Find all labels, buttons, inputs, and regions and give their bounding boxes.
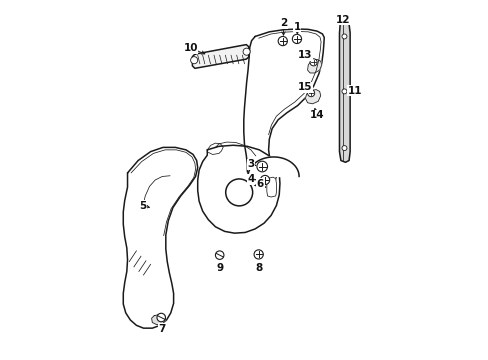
Text: 14: 14	[309, 111, 324, 121]
Circle shape	[157, 313, 165, 322]
Text: 5: 5	[139, 201, 146, 211]
Circle shape	[215, 251, 224, 260]
Text: 10: 10	[183, 43, 198, 53]
Text: 1: 1	[293, 22, 300, 32]
Polygon shape	[339, 22, 349, 162]
Circle shape	[190, 57, 197, 64]
Text: 8: 8	[255, 263, 262, 273]
Circle shape	[341, 34, 346, 39]
Text: 12: 12	[335, 15, 349, 25]
Text: 6: 6	[256, 179, 264, 189]
Circle shape	[278, 36, 287, 46]
Polygon shape	[307, 59, 321, 73]
Polygon shape	[123, 147, 197, 328]
Circle shape	[341, 145, 346, 150]
Polygon shape	[305, 90, 320, 104]
Text: 2: 2	[279, 18, 286, 28]
Circle shape	[341, 89, 346, 94]
Polygon shape	[197, 145, 279, 233]
Text: 15: 15	[297, 82, 311, 92]
Circle shape	[225, 179, 252, 206]
Circle shape	[292, 34, 301, 44]
Circle shape	[243, 48, 250, 55]
Circle shape	[254, 250, 263, 259]
Circle shape	[307, 90, 314, 97]
Text: 3: 3	[247, 159, 254, 169]
Text: 13: 13	[297, 50, 311, 60]
Polygon shape	[151, 314, 165, 325]
Circle shape	[260, 175, 269, 185]
Text: 7: 7	[158, 324, 165, 334]
Text: 11: 11	[347, 86, 362, 96]
Text: 9: 9	[216, 263, 223, 273]
Circle shape	[256, 161, 267, 172]
Circle shape	[309, 59, 317, 66]
Polygon shape	[244, 29, 324, 187]
Polygon shape	[192, 45, 248, 68]
Polygon shape	[266, 177, 276, 197]
Text: 4: 4	[247, 174, 254, 184]
Polygon shape	[247, 157, 299, 176]
